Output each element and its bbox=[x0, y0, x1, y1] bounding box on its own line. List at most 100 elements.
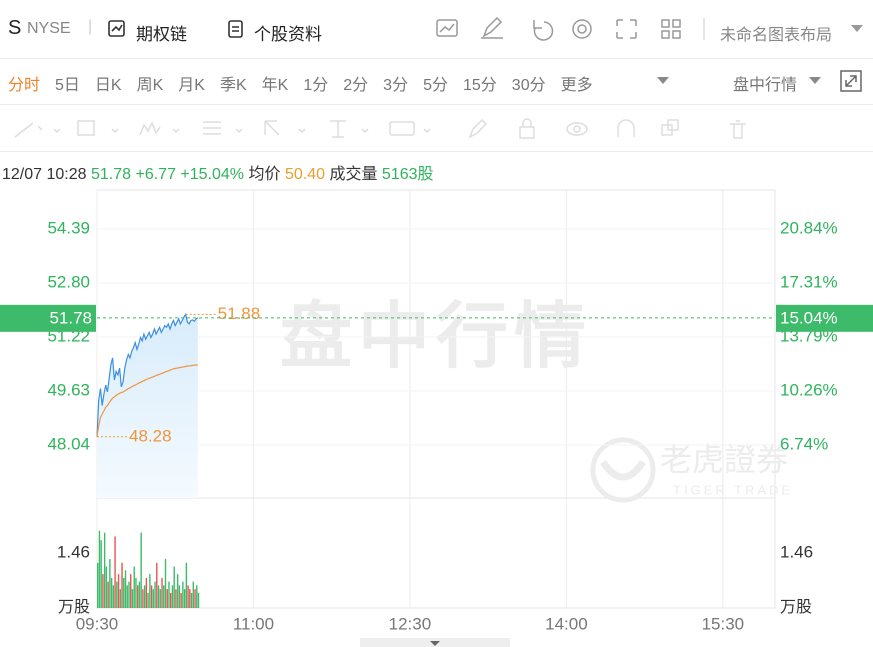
volume-bar bbox=[143, 585, 146, 608]
volume-bar bbox=[123, 577, 125, 608]
watermark-logo bbox=[590, 437, 656, 503]
top-bar: S NYSE | 期权链 个股资料 未命名图表布局 bbox=[0, 0, 873, 59]
period-tab[interactable]: 年K bbox=[261, 77, 289, 94]
period-tab[interactable]: 周K bbox=[136, 77, 164, 94]
drawing-tools bbox=[0, 105, 873, 152]
volume-bar bbox=[173, 566, 175, 608]
change: +6.77 bbox=[135, 166, 176, 183]
volume-bar bbox=[107, 581, 109, 608]
volume-bar bbox=[136, 585, 139, 608]
volume-bar bbox=[163, 585, 165, 608]
volume-bar bbox=[138, 581, 141, 608]
volume-bar bbox=[192, 581, 195, 608]
period-tab[interactable]: 5分 bbox=[423, 77, 448, 94]
icon bbox=[228, 20, 243, 38]
volume-bar bbox=[126, 585, 128, 608]
y2-tick-label: 20.84% bbox=[780, 219, 838, 238]
series-line bbox=[96, 312, 199, 437]
divider: | bbox=[88, 18, 93, 35]
y-tick-label: 49.63 bbox=[47, 380, 90, 399]
volume-bar bbox=[102, 574, 104, 608]
period-tab[interactable]: 更多 bbox=[560, 77, 593, 94]
volume-bar bbox=[135, 577, 137, 608]
volume-bar bbox=[196, 585, 198, 608]
volume-tick-label: 1.46 bbox=[57, 542, 90, 561]
volume-bar bbox=[98, 530, 101, 608]
dropdown[interactable] bbox=[808, 76, 822, 86]
dropdown[interactable] bbox=[850, 24, 864, 34]
period-tab[interactable]: 3分 bbox=[383, 77, 409, 94]
link[interactable]: 个股资料 bbox=[254, 25, 322, 44]
volume-bar bbox=[168, 581, 170, 608]
volume-bar bbox=[154, 581, 156, 608]
y-tick-label: 48.04 bbox=[47, 434, 90, 453]
volume-bar bbox=[103, 532, 106, 608]
volume-bar bbox=[166, 589, 168, 608]
volume-bar bbox=[175, 589, 177, 608]
volume-bar bbox=[105, 566, 108, 608]
plot-frame bbox=[96, 189, 776, 609]
y-tick-label: 54.39 bbox=[47, 219, 90, 238]
volume-bar bbox=[159, 589, 161, 608]
avg: 50.40 bbox=[284, 166, 325, 183]
volume-bar bbox=[194, 589, 196, 608]
volume-unit: 万股 bbox=[780, 598, 812, 616]
volume-bar bbox=[110, 577, 113, 608]
x-tick-label: 09:30 bbox=[76, 614, 119, 633]
volume-bar bbox=[170, 592, 172, 608]
volume-bar bbox=[145, 577, 148, 608]
volume-bar bbox=[157, 585, 160, 608]
last-price-label: 51.78 bbox=[49, 308, 92, 327]
period-tab[interactable]: 15分 bbox=[462, 77, 497, 94]
volume-bar bbox=[187, 585, 189, 608]
watermark-brand: 老虎證券 bbox=[660, 441, 788, 477]
volume-bar bbox=[161, 577, 163, 608]
time: 12/07 10:28 bbox=[2, 166, 87, 183]
volume-bar bbox=[133, 566, 135, 608]
last-pct-box bbox=[776, 304, 873, 332]
volume-bar bbox=[128, 581, 130, 608]
period-tab[interactable]: 30分 bbox=[511, 77, 546, 94]
volume-bar bbox=[178, 585, 181, 608]
volume-bar bbox=[149, 574, 151, 608]
volume-bar bbox=[112, 585, 115, 608]
volume-bar bbox=[190, 592, 193, 608]
expand[interactable] bbox=[840, 70, 862, 92]
y2-tick-label: 17.31% bbox=[780, 273, 838, 292]
exchange[interactable]: NYSE bbox=[27, 20, 71, 37]
mode[interactable]: 盘中行情 bbox=[733, 77, 798, 94]
volume-bar bbox=[183, 589, 186, 608]
period-tab[interactable]: 2分 bbox=[343, 77, 369, 94]
volume-bar bbox=[119, 589, 121, 608]
link[interactable]: 期权链 bbox=[136, 25, 187, 44]
icon bbox=[108, 20, 125, 37]
volume-bar bbox=[156, 562, 158, 608]
volume-tick-label: 1.46 bbox=[780, 542, 813, 561]
volume-bar bbox=[140, 532, 142, 608]
period-tab[interactable]: 1分 bbox=[303, 77, 329, 94]
layout-name[interactable]: 未命名图表布局 bbox=[720, 27, 833, 44]
volume-bar bbox=[131, 589, 134, 608]
last-price-box bbox=[0, 304, 96, 332]
period-tab[interactable]: 分时 bbox=[8, 77, 41, 94]
volume: 5163股 bbox=[381, 166, 434, 183]
period-tab[interactable]: 月K bbox=[178, 77, 205, 94]
period-tab[interactable]: 日K bbox=[94, 77, 122, 94]
period-tab[interactable]: 5日 bbox=[55, 77, 80, 94]
quote-info: 12/07 10:28 51.78 +6.77 +15.04% 均价 50.40… bbox=[2, 160, 434, 184]
period-tabs: 分时 5日 日K 周K 月K 季K 年K 1分 2分 3分 5分 15分 30分 更多 bbox=[8, 71, 608, 95]
volume-unit: 万股 bbox=[58, 598, 90, 616]
period-tab[interactable]: 季K bbox=[219, 77, 247, 94]
volume-bar bbox=[189, 589, 191, 608]
volume-bar bbox=[109, 559, 111, 608]
toolbar-icons[interactable] bbox=[434, 16, 714, 42]
volume-bar bbox=[180, 592, 182, 608]
tool-icons[interactable] bbox=[0, 105, 873, 151]
volume-bar bbox=[185, 562, 188, 608]
dropdown[interactable] bbox=[656, 76, 670, 86]
volume-bar bbox=[197, 592, 200, 608]
series-line bbox=[96, 364, 198, 437]
volume-bar bbox=[114, 536, 116, 608]
change-pct: +15.04% bbox=[180, 166, 245, 183]
